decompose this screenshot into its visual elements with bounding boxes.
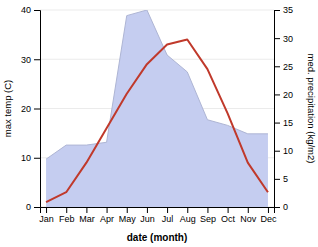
tick-mark (147, 207, 148, 213)
tick: 0 (26, 202, 40, 212)
tick-label: 5 (283, 174, 288, 184)
precipitation-edge (46, 10, 268, 159)
tick-mark (228, 207, 229, 213)
tick-label: Jul (162, 214, 174, 224)
tick-mark (86, 207, 87, 213)
tick: May (119, 207, 137, 224)
tick-label: 20 (283, 90, 293, 100)
marks (46, 10, 268, 207)
tick-mark (46, 207, 47, 213)
tick-mark (274, 179, 280, 180)
tick-mark (107, 207, 108, 213)
tick-mark (34, 109, 40, 110)
temperature-line (46, 40, 268, 203)
tick-label: 40 (21, 5, 31, 15)
tick-mark (207, 207, 208, 213)
tick-mark (34, 207, 40, 208)
tick: Jan (39, 207, 54, 224)
tick-label: 30 (21, 55, 31, 65)
axis-line (34, 11, 41, 208)
y2-axis-title: med. precipitation (kg/m2) (306, 54, 317, 164)
tick: 20 (21, 104, 40, 114)
tick-mark (34, 158, 40, 159)
tick-mark (66, 207, 67, 213)
grid (40, 10, 274, 207)
tick-label: 15 (283, 118, 293, 128)
tick-label: Oct (221, 214, 236, 224)
tick-mark (274, 38, 280, 39)
precipitation-area (46, 10, 268, 207)
tick: 10 (21, 153, 40, 163)
tick-mark (274, 66, 280, 67)
tick: Feb (59, 207, 75, 224)
tick-label: Jun (140, 214, 155, 224)
tick: 20 (274, 90, 293, 100)
tick: 30 (21, 55, 40, 65)
tick: 35 (274, 5, 293, 15)
tick-mark (248, 207, 249, 213)
tick-label: May (119, 214, 137, 224)
tick-label: 20 (21, 104, 31, 114)
tick: Aug (180, 207, 196, 224)
tick: Sep (200, 207, 216, 224)
tick-label: Aug (180, 214, 196, 224)
tick: 10 (274, 146, 293, 156)
tick-label: Apr (100, 214, 114, 224)
tick-label: 10 (21, 153, 31, 163)
tick-mark (274, 151, 280, 152)
tick-mark (274, 207, 280, 208)
y-axis-title: max temp (C) (2, 80, 13, 138)
grid-line (40, 10, 274, 11)
tick: 0 (274, 202, 288, 212)
tick-label: Nov (240, 214, 257, 224)
tick: 25 (274, 62, 293, 72)
tick-label: Jan (39, 214, 54, 224)
chart-svg: Jan Feb Mar Apr MayJun Jul Aug Sep Oct NovDec 0 10 2… (0, 0, 318, 247)
chart-container: Jan Feb Mar Apr MayJun Jul Aug Sep Oct NovDec 0 10 2… (0, 0, 318, 247)
x-axis-title: date (month) (127, 232, 188, 243)
tick-label: Sep (200, 214, 216, 224)
tick-mark (34, 10, 40, 11)
tick-mark (187, 207, 188, 213)
tick-label: 30 (283, 34, 293, 44)
tick: Nov (240, 207, 257, 224)
tick-label: Feb (59, 214, 75, 224)
y2-axis: 0 5 10 15 20 25 30 35 (274, 5, 293, 212)
tick: Jul (162, 207, 174, 224)
plot: Jan Feb Mar Apr MayJun Jul Aug Sep Oct NovDec 0 10 2… (21, 5, 293, 224)
axis-line (275, 11, 281, 208)
tick-mark (274, 94, 280, 95)
tick-mark (268, 207, 269, 213)
x-axis: Jan Feb Mar Apr MayJun Jul Aug Sep Oct NovDec (39, 207, 277, 224)
tick-label: Dec (260, 214, 277, 224)
tick-label: 0 (26, 202, 31, 212)
axis-line (41, 208, 275, 214)
tick-mark (127, 207, 128, 213)
tick: Jun (140, 207, 155, 224)
tick: 15 (274, 118, 293, 128)
tick: Oct (221, 207, 236, 224)
tick: Mar (79, 207, 95, 224)
tick-label: 0 (283, 202, 288, 212)
tick-label: 25 (283, 62, 293, 72)
tick-mark (34, 59, 40, 60)
y-axis: 0 10 20 30 40 (21, 5, 41, 212)
tick: 5 (274, 174, 288, 184)
tick: Dec (260, 207, 277, 224)
tick-mark (274, 123, 280, 124)
tick: Apr (100, 207, 114, 224)
tick: 40 (21, 5, 40, 15)
tick-mark (274, 10, 280, 11)
tick: 30 (274, 34, 293, 44)
tick-label: Mar (79, 214, 95, 224)
tick-label: 35 (283, 5, 293, 15)
tick-mark (167, 207, 168, 213)
tick-label: 10 (283, 146, 293, 156)
